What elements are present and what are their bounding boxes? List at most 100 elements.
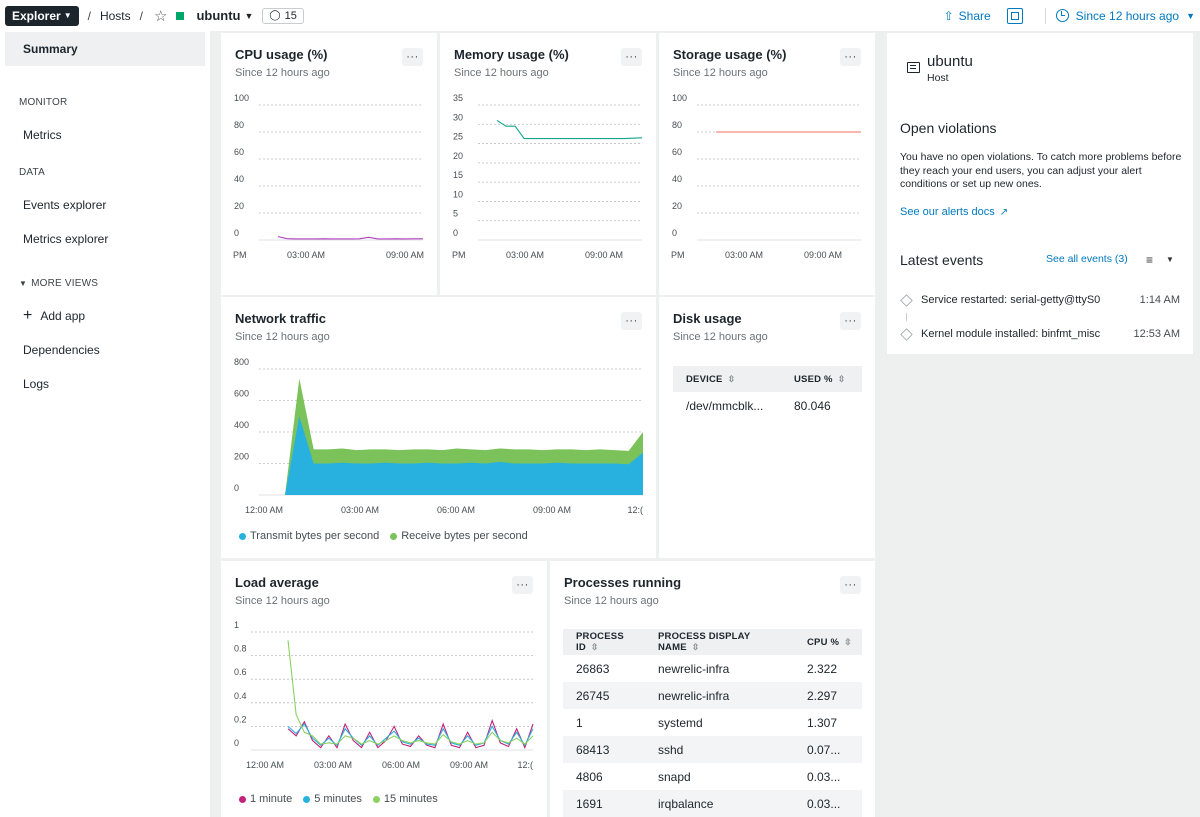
y-tick-label: 200 xyxy=(234,452,249,462)
more-options-button[interactable]: ··· xyxy=(402,48,423,66)
card-subtitle: Since 12 hours ago xyxy=(673,331,768,343)
processes-running-card: Processes running Since 12 hours ago ···… xyxy=(550,561,875,817)
event-time: 12:53 AM xyxy=(1133,328,1180,340)
tags-button[interactable]: ◯ 15 xyxy=(262,7,304,24)
y-tick-label: 1 xyxy=(234,621,239,630)
column-header-used[interactable]: USED % ⇳ xyxy=(781,366,862,392)
x-tick-label: PM xyxy=(452,250,466,260)
card-subtitle: Since 12 hours ago xyxy=(235,331,330,343)
sidebar-item-dependencies[interactable]: Dependencies xyxy=(23,343,100,357)
see-all-events-link[interactable]: See all events (3) xyxy=(1046,253,1128,265)
table-row[interactable]: /dev/mmcblk... 80.046 xyxy=(673,392,862,419)
card-title: Storage usage (%) xyxy=(673,47,787,62)
legend-label: 15 minutes xyxy=(383,793,438,805)
cell-cpu: 0.03... xyxy=(794,790,862,817)
card-title: Memory usage (%) xyxy=(454,47,569,62)
x-tick-label: 03:00 AM xyxy=(725,250,763,260)
sidebar-item-add-app[interactable]: + Add app xyxy=(0,299,210,333)
sidebar-item-metrics-explorer[interactable]: Metrics explorer xyxy=(23,232,109,246)
y-tick-label: 40 xyxy=(672,174,682,184)
host-type: Host xyxy=(927,72,949,84)
table-row[interactable]: 1691 irqbalance 0.03... xyxy=(563,790,862,817)
sidebar-item-events-explorer[interactable]: Events explorer xyxy=(23,198,107,212)
table-row[interactable]: 68413 sshd 0.07... xyxy=(563,736,862,763)
table-row[interactable]: 26863 newrelic-infra 2.322 xyxy=(563,655,862,682)
star-icon[interactable]: ☆ xyxy=(153,7,168,25)
event-item[interactable]: Service restarted: serial-getty@ttyS0 1:… xyxy=(900,291,1180,309)
entity-selector[interactable]: ubuntu ▼ xyxy=(196,8,253,23)
section-more-views[interactable]: ▼ MORE VIEWS xyxy=(0,276,210,290)
chevron-down-icon: ▼ xyxy=(1186,10,1195,21)
table-row[interactable]: 1 systemd 1.307 xyxy=(563,709,862,736)
time-picker[interactable]: Since 12 hours ago ▼ xyxy=(1055,9,1195,23)
legend-item-transmit[interactable]: Transmit bytes per second xyxy=(239,530,379,542)
y-tick-label: 25 xyxy=(453,132,463,142)
cell-process-id: 26863 xyxy=(576,661,610,676)
qr-code-icon[interactable] xyxy=(1006,7,1023,24)
breadcrumb-hosts[interactable]: Hosts xyxy=(99,8,131,23)
table-row[interactable]: 26745 newrelic-infra 2.297 xyxy=(563,682,862,709)
legend-item-5-minutes[interactable]: 5 minutes xyxy=(303,793,362,805)
sidebar-item-summary[interactable]: Summary xyxy=(5,32,205,66)
more-options-button[interactable]: ··· xyxy=(621,48,642,66)
host-name: ubuntu xyxy=(927,53,973,70)
column-header-cpu[interactable]: CPU % ⇳ xyxy=(794,629,862,655)
cell-process-name: irqbalance xyxy=(645,790,794,817)
y-tick-label: 10 xyxy=(453,189,463,199)
more-options-button[interactable]: ··· xyxy=(840,576,861,594)
y-tick-label: 600 xyxy=(234,389,249,399)
cell-process-id: 26745 xyxy=(563,682,645,709)
line-series-5-minutes xyxy=(287,723,534,747)
alerts-docs-label: See our alerts docs xyxy=(900,206,995,218)
cell-process-name: sshd xyxy=(645,736,794,763)
more-options-button[interactable]: ··· xyxy=(621,312,642,330)
card-subtitle: Since 12 hours ago xyxy=(235,67,330,79)
cell-process-id: 68413 xyxy=(563,736,645,763)
card-subtitle: Since 12 hours ago xyxy=(235,595,330,607)
entity-name: ubuntu xyxy=(196,8,241,23)
table-row[interactable]: 4806 snapd 0.03... xyxy=(563,763,862,790)
sidebar-item-logs[interactable]: Logs xyxy=(23,377,50,391)
top-bar: Explorer ▼ / Hosts / ☆ ubuntu ▼ ◯ 15 ⇧ S… xyxy=(0,0,1200,31)
column-header-process-name[interactable]: PROCESS DISPLAY NAME ⇳ xyxy=(645,629,794,655)
column-header-process-id[interactable]: PROCESS ID ⇳ xyxy=(563,629,645,655)
explorer-button[interactable]: Explorer ▼ xyxy=(5,5,79,26)
y-tick-label: 100 xyxy=(672,93,687,103)
cpu-usage-chart: 100 80 60 40 20 0 PM 03:00 AM 09:00 AM xyxy=(233,93,424,260)
sidebar-item-metrics[interactable]: Metrics xyxy=(23,128,62,142)
x-tick-label: 12:00 AM xyxy=(245,505,283,515)
chevron-down-icon[interactable]: ▼ xyxy=(1166,255,1174,264)
share-button[interactable]: ⇧ Share xyxy=(944,9,991,23)
cell-process-name: snapd xyxy=(658,769,691,784)
alerts-docs-link[interactable]: See our alerts docs ↗ xyxy=(900,206,1008,218)
sort-icon: ⇳ xyxy=(691,642,700,652)
section-data: DATA xyxy=(19,166,45,178)
column-header-device[interactable]: DEVICE ⇳ xyxy=(673,366,781,392)
filter-icon[interactable]: ≡ xyxy=(1146,253,1154,267)
legend-label: Receive bytes per second xyxy=(401,530,528,542)
x-tick-label: 09:00 AM xyxy=(585,250,623,260)
x-tick-label: 09:00 AM xyxy=(386,250,424,260)
legend-dot xyxy=(239,532,246,540)
legend-item-receive[interactable]: Receive bytes per second xyxy=(390,530,528,542)
legend-dot xyxy=(303,795,311,803)
legend-label: 1 minute xyxy=(250,793,293,805)
legend-item-15-minutes[interactable]: 15 minutes xyxy=(372,793,438,805)
chart-legend: 1 minute 5 minutes 15 minutes xyxy=(239,793,449,805)
memory-usage-card: Memory usage (%) Since 12 hours ago ··· … xyxy=(440,33,656,295)
event-item[interactable]: Kernel module installed: binfmt_misc 12:… xyxy=(900,325,1180,343)
event-label: Kernel module installed: binfmt_misc xyxy=(921,328,1101,340)
legend-item-1-minute[interactable]: 1 minute xyxy=(239,793,292,805)
more-options-button[interactable]: ··· xyxy=(840,48,861,66)
add-app-label: Add app xyxy=(40,309,86,323)
y-tick-label: 5 xyxy=(453,209,458,219)
legend-label: Transmit bytes per second xyxy=(250,530,380,542)
x-tick-label: 03:00 AM xyxy=(506,250,544,260)
table-header-row: DEVICE ⇳ USED % ⇳ xyxy=(673,366,862,392)
more-options-button[interactable]: ··· xyxy=(840,312,861,330)
storage-usage-chart: 100 80 60 40 20 0 PM 03:00 AM 09:00 AM xyxy=(671,93,861,260)
y-tick-label: 15 xyxy=(453,170,463,180)
more-options-button[interactable]: ··· xyxy=(512,576,533,594)
sort-icon: ⇳ xyxy=(590,642,599,652)
cell-process-id: 1691 xyxy=(563,790,645,817)
